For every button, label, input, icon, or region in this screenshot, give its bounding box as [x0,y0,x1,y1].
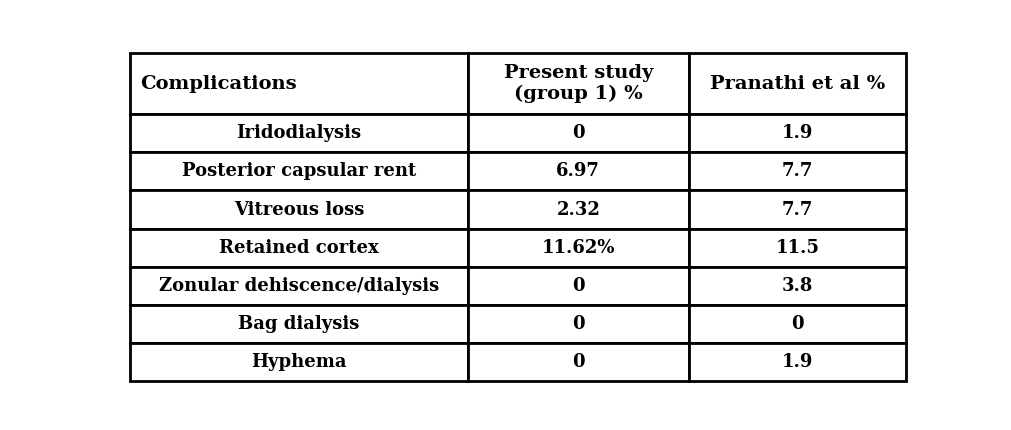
Text: 7.7: 7.7 [782,200,813,218]
Bar [688,343,906,381]
Text: 11.5: 11.5 [775,239,819,257]
Text: Iridodialysis: Iridodialysis [237,124,362,142]
Text: 0: 0 [791,315,804,333]
Bar [468,229,688,267]
Text: Zonular dehiscence/dialysis: Zonular dehiscence/dialysis [159,277,439,295]
Text: 3.8: 3.8 [782,277,813,295]
Bar [688,53,906,114]
Bar [130,305,468,343]
Text: Retained cortex: Retained cortex [219,239,379,257]
Text: 2.32: 2.32 [556,200,601,218]
Bar [468,305,688,343]
Bar [468,53,688,114]
Text: 0: 0 [572,124,584,142]
Text: Bag dialysis: Bag dialysis [239,315,360,333]
Bar [130,152,468,190]
Text: Pranathi et al %: Pranathi et al % [710,75,885,93]
Text: Complications: Complications [140,75,296,93]
Bar [468,267,688,305]
Bar [130,190,468,229]
Bar [130,229,468,267]
Text: 0: 0 [572,315,584,333]
Text: 0: 0 [572,277,584,295]
Bar [688,152,906,190]
Bar [130,343,468,381]
Bar [468,152,688,190]
Bar [468,343,688,381]
Text: Posterior capsular rent: Posterior capsular rent [182,163,417,181]
Text: 6.97: 6.97 [556,163,601,181]
Text: Hyphema: Hyphema [252,353,347,371]
Bar [468,114,688,152]
Bar [130,267,468,305]
Bar [688,229,906,267]
Bar [688,114,906,152]
Text: 1.9: 1.9 [782,353,813,371]
Text: 0: 0 [572,353,584,371]
Text: 11.62%: 11.62% [542,239,615,257]
Bar [688,305,906,343]
Bar [130,53,468,114]
Text: Vitreous loss: Vitreous loss [234,200,364,218]
Bar [130,114,468,152]
Text: Present study
(group 1) %: Present study (group 1) % [503,64,653,103]
Text: 7.7: 7.7 [782,163,813,181]
Bar [468,190,688,229]
Bar [688,267,906,305]
Bar [688,190,906,229]
Text: 1.9: 1.9 [782,124,813,142]
